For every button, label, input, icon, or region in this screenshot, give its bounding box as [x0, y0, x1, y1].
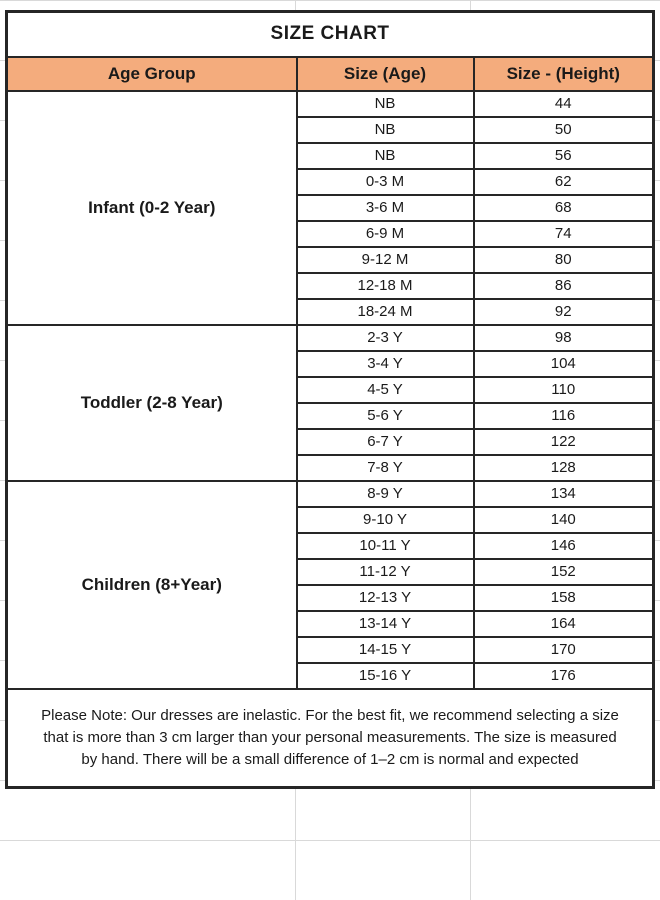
size-height-cell: 116: [472, 401, 655, 430]
size-height-cell: 164: [472, 609, 655, 638]
column-header-size-height: Size - (Height): [472, 55, 655, 92]
table-row: 9-12 M 80: [7, 245, 655, 274]
table-row: 3-4 Y 104: [7, 349, 655, 378]
size-age-cell: 6-7 Y: [295, 427, 475, 456]
table-row: 12-18 M 86: [7, 271, 655, 300]
size-age-cell: 2-3 Y: [295, 323, 475, 352]
size-chart-table: SIZE CHART Age Group Size (Age) Size - (…: [5, 10, 656, 789]
table-row: Infant (0-2 Year) NB 44: [5, 89, 655, 326]
size-height-cell: 134: [472, 479, 655, 508]
table-row: Children (8+Year) 8-9 Y 134: [5, 479, 655, 690]
size-age-cell: NB: [295, 141, 475, 170]
age-group-cell: Infant (0-2 Year): [5, 89, 298, 326]
table-row: 13-14 Y 164: [7, 609, 655, 638]
table-row: Toddler (2-8 Year) 2-3 Y 98: [5, 323, 655, 482]
size-age-cell: 4-5 Y: [295, 375, 475, 404]
size-height-cell: 56: [472, 141, 655, 170]
size-height-cell: 146: [472, 531, 655, 560]
age-group-cell: Children (8+Year): [5, 479, 298, 690]
column-header-size-age: Size (Age): [295, 55, 475, 92]
size-height-cell: 140: [472, 505, 655, 534]
table-body: Infant (0-2 Year) NB 44 NB 50 NB 56 0-3 M 62 3-6 …: [5, 89, 655, 690]
size-height-cell: 62: [472, 167, 655, 196]
size-age-cell: NB: [295, 89, 475, 118]
note-cell: Please Note: Our dresses are inelastic. …: [5, 687, 655, 789]
table-row: 12-13 Y 158: [7, 583, 655, 612]
column-header-age-group: Age Group: [5, 55, 298, 92]
table-row: 15-16 Y 176: [7, 661, 655, 690]
size-height-cell: 128: [472, 453, 655, 482]
size-age-cell: NB: [295, 115, 475, 144]
table-row: 6-7 Y 122: [7, 427, 655, 456]
table-row: NB 50: [7, 115, 655, 144]
size-age-cell: 12-18 M: [295, 271, 475, 300]
table-row: 6-9 M 74: [7, 219, 655, 248]
size-height-cell: 44: [472, 89, 655, 118]
size-age-cell: 15-16 Y: [295, 661, 475, 690]
size-height-cell: 110: [472, 375, 655, 404]
title-row: SIZE CHART: [5, 10, 655, 58]
size-age-cell: 3-4 Y: [295, 349, 475, 378]
size-age-cell: 0-3 M: [295, 167, 475, 196]
size-height-cell: 170: [472, 635, 655, 664]
note-row: Please Note: Our dresses are inelastic. …: [5, 687, 655, 789]
size-age-cell: 8-9 Y: [295, 479, 475, 508]
chart-title: SIZE CHART: [5, 10, 655, 58]
table-row: 18-24 M 92: [7, 297, 655, 326]
table-row: 5-6 Y 116: [7, 401, 655, 430]
size-age-cell: 18-24 M: [295, 297, 475, 326]
table-row: 7-8 Y 128: [7, 453, 655, 482]
table-row: 0-3 M 62: [7, 167, 655, 196]
size-age-cell: 7-8 Y: [295, 453, 475, 482]
table-row: NB 56: [7, 141, 655, 170]
table-row: 11-12 Y 152: [7, 557, 655, 586]
size-height-cell: 176: [472, 661, 655, 690]
size-height-cell: 98: [472, 323, 655, 352]
size-age-cell: 5-6 Y: [295, 401, 475, 430]
size-height-cell: 50: [472, 115, 655, 144]
column-header-row: Age Group Size (Age) Size - (Height): [5, 55, 655, 92]
note-text: Please Note: Our dresses are inelastic. …: [41, 706, 619, 768]
size-height-cell: 158: [472, 583, 655, 612]
size-height-cell: 122: [472, 427, 655, 456]
size-height-cell: 92: [472, 297, 655, 326]
size-height-cell: 152: [472, 557, 655, 586]
table-row: 4-5 Y 110: [7, 375, 655, 404]
size-height-cell: 86: [472, 271, 655, 300]
size-age-cell: 11-12 Y: [295, 557, 475, 586]
size-age-cell: 14-15 Y: [295, 635, 475, 664]
age-group-cell: Toddler (2-8 Year): [5, 323, 298, 482]
table-row: 9-10 Y 140: [7, 505, 655, 534]
size-age-cell: 3-6 M: [295, 193, 475, 222]
size-age-cell: 9-12 M: [295, 245, 475, 274]
table-row: 14-15 Y 170: [7, 635, 655, 664]
size-age-cell: 12-13 Y: [295, 583, 475, 612]
size-age-cell: 9-10 Y: [295, 505, 475, 534]
size-height-cell: 74: [472, 219, 655, 248]
size-height-cell: 104: [472, 349, 655, 378]
table-row: 10-11 Y 146: [7, 531, 655, 560]
size-age-cell: 10-11 Y: [295, 531, 475, 560]
size-height-cell: 68: [472, 193, 655, 222]
size-age-cell: 6-9 M: [295, 219, 475, 248]
size-height-cell: 80: [472, 245, 655, 274]
size-age-cell: 13-14 Y: [295, 609, 475, 638]
table-row: 3-6 M 68: [7, 193, 655, 222]
